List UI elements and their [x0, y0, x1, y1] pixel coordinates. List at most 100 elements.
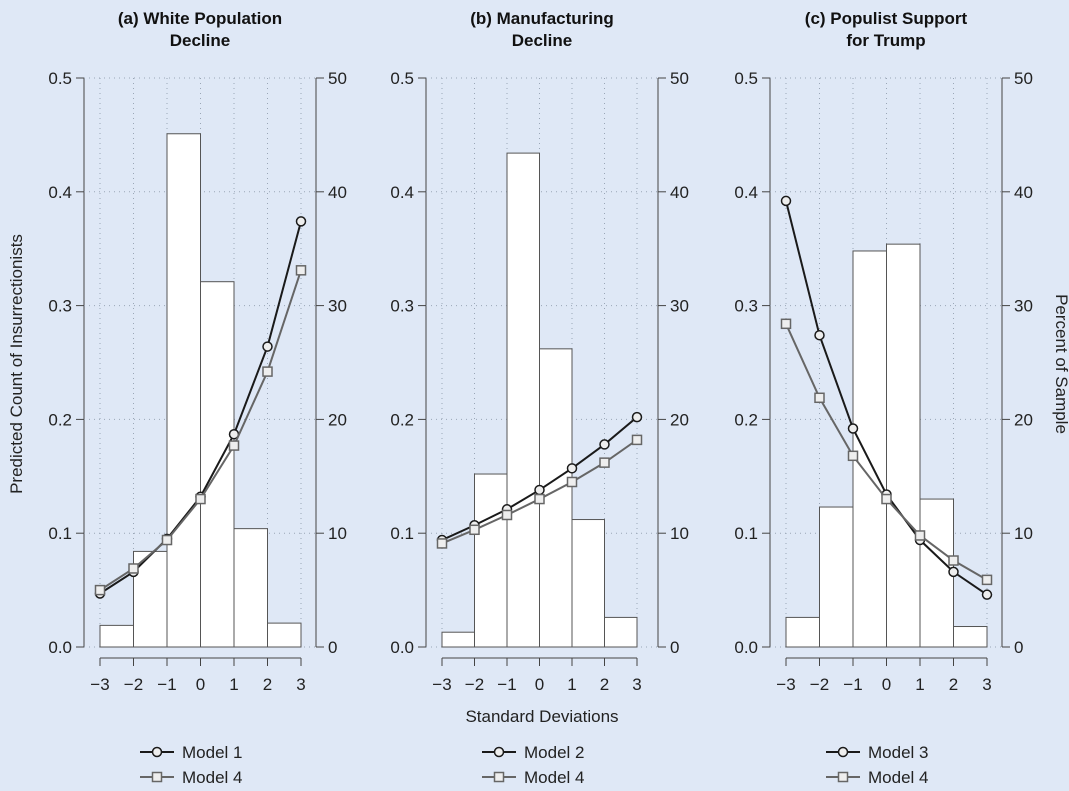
left-y-tick-label: 0.5 — [48, 69, 72, 88]
x-tick-label: −3 — [432, 675, 451, 694]
legend-label: Model 4 — [868, 768, 928, 787]
right-y-tick-label: 10 — [1014, 524, 1033, 543]
square-marker — [631, 434, 643, 446]
x-tick-label: 0 — [882, 675, 891, 694]
legend-entry: Model 1 — [140, 743, 242, 762]
circle-marker — [814, 329, 825, 341]
histogram-bar — [99, 624, 134, 648]
left-y-tick-label: 0.3 — [734, 297, 758, 316]
histogram-bar — [953, 626, 988, 648]
legend-square-marker — [837, 771, 849, 783]
x-tick-label: −2 — [124, 675, 143, 694]
right-y-tick-label: 30 — [328, 297, 347, 316]
panel-1: (a) White Population Decline −3 −2 −1 0 1 2 3 0.0… — [48, 9, 347, 787]
square-marker — [566, 476, 578, 488]
x-tick-label: −1 — [497, 675, 516, 694]
square-marker — [228, 440, 240, 451]
histogram-bar — [441, 631, 475, 648]
panel-title-line: for Trump — [846, 31, 925, 50]
legend-entry: Model 2 — [482, 743, 584, 762]
right-y-tick-label: 0 — [670, 638, 679, 657]
x-tick-label: 3 — [632, 675, 641, 694]
left-y-tick-label: 0.1 — [390, 524, 414, 543]
x-tick-label: 3 — [296, 675, 305, 694]
x-tick-label: 2 — [263, 675, 272, 694]
square-marker — [295, 265, 307, 276]
histogram-bar — [785, 616, 820, 648]
circle-marker — [599, 439, 610, 450]
x-tick-label: 0 — [196, 675, 205, 694]
histogram-bar — [267, 622, 302, 648]
x-tick-label: 2 — [949, 675, 958, 694]
legend-label: Model 3 — [868, 743, 928, 762]
right-y-tick-label: 40 — [1014, 183, 1033, 202]
right-y-tick-label: 30 — [1014, 297, 1033, 316]
circle-marker — [566, 463, 578, 474]
panel-title-line: Decline — [170, 31, 230, 50]
right-y-tick-label: 50 — [328, 69, 347, 88]
circle-marker — [295, 216, 307, 227]
circle-marker — [948, 566, 959, 578]
left-y-tick-label: 0.2 — [390, 410, 414, 429]
square-marker — [94, 584, 106, 596]
x-tick-label: −2 — [465, 675, 484, 694]
square-marker — [881, 493, 892, 505]
square-marker — [948, 555, 959, 566]
x-tick-label: 1 — [567, 675, 576, 694]
left-y-tick-label: 0.5 — [734, 69, 758, 88]
histogram-bar — [819, 506, 854, 648]
right-y-tick-label: 40 — [670, 183, 689, 202]
circle-marker — [780, 195, 792, 207]
square-marker — [599, 457, 610, 468]
legend-label: Model 4 — [524, 768, 584, 787]
x-tick-label: −1 — [157, 675, 176, 694]
x-tick-label: −3 — [90, 675, 109, 694]
square-marker — [128, 563, 139, 574]
square-marker — [981, 574, 993, 586]
histogram-bar — [233, 528, 268, 648]
left-y-tick-label: 0.0 — [48, 638, 72, 657]
left-y-tick-label: 0.1 — [48, 524, 72, 543]
right-y-tick-label: 10 — [328, 524, 347, 543]
x-tick-label: 3 — [982, 675, 991, 694]
square-marker — [914, 530, 926, 541]
panel-title-line: Decline — [512, 31, 572, 50]
circle-marker — [534, 484, 545, 496]
square-marker — [161, 534, 173, 546]
square-marker — [780, 318, 792, 330]
square-marker — [262, 366, 273, 377]
right-y-tick-label: 0 — [328, 638, 337, 657]
legend-entry: Model 4 — [140, 768, 242, 787]
panel-title-line: (c) Populist Support — [805, 9, 968, 28]
legend-entry: Model 3 — [826, 743, 928, 762]
right-y-tick-label: 20 — [670, 410, 689, 429]
left-y-tick-label: 0.3 — [48, 297, 72, 316]
x-tick-label: 1 — [229, 675, 238, 694]
legend-circle-marker — [151, 746, 163, 758]
right-y-tick-label: 20 — [1014, 410, 1033, 429]
left-y-tick-label: 0.4 — [48, 183, 72, 202]
circle-marker — [981, 589, 993, 600]
x-tick-label: 0 — [535, 675, 544, 694]
panel-title-line: (b) Manufacturing — [470, 9, 614, 28]
square-marker — [501, 509, 513, 521]
legend-circle-marker — [493, 746, 505, 758]
legend-entry: Model 4 — [482, 768, 584, 787]
histogram-bar — [571, 519, 605, 648]
histogram-bar — [166, 133, 201, 648]
x-tick-label: −3 — [776, 675, 795, 694]
left-y-tick-label: 0.4 — [390, 183, 414, 202]
x-tick-label: −1 — [843, 675, 862, 694]
square-marker — [469, 524, 480, 536]
left-y-tick-label: 0.1 — [734, 524, 758, 543]
square-marker — [436, 538, 448, 549]
right-y-tick-label: 50 — [670, 69, 689, 88]
legend-entry: Model 4 — [826, 768, 928, 787]
legend-label: Model 2 — [524, 743, 584, 762]
square-marker — [195, 493, 206, 505]
histogram-bar — [604, 616, 638, 648]
x-tick-label: −2 — [810, 675, 829, 694]
left-y-tick-label: 0.4 — [734, 183, 758, 202]
histogram-bar — [506, 152, 540, 648]
